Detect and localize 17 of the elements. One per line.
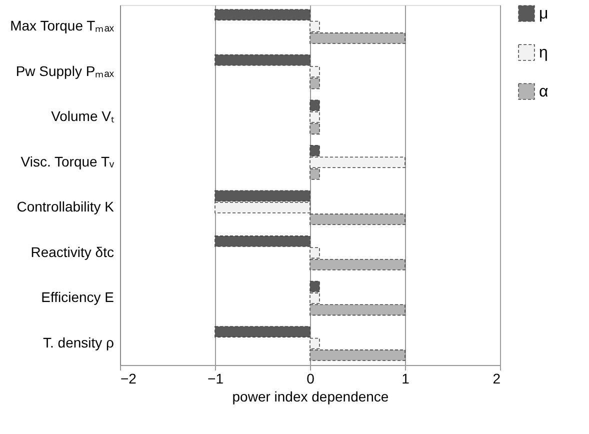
x-axis-title: power index dependence xyxy=(232,388,389,404)
x-tick-label: 2 xyxy=(492,370,501,386)
x-tick-label: 0 xyxy=(306,370,315,386)
y-tick-label: Efficiency E xyxy=(41,289,114,306)
legend-label: η xyxy=(539,44,548,62)
legend-label: α xyxy=(539,84,548,100)
y-tick-label: Controllability K xyxy=(16,198,115,215)
x-tick-label: −2 xyxy=(120,370,137,386)
y-tick-label: Volume Vₜ xyxy=(51,108,115,124)
x-tick-label: 1 xyxy=(402,370,410,386)
x-tick-label: −1 xyxy=(208,370,224,386)
legend-label: μ xyxy=(539,6,548,22)
y-tick-label: T. density ρ xyxy=(43,334,114,350)
y-tick-label: Max Torque Tₘₐₓ xyxy=(10,18,114,34)
y-tick-label: Pw Supply Pₘₐₓ xyxy=(16,62,114,79)
y-tick-label: Visc. Torque Tᵥ xyxy=(20,153,114,170)
y-tick-label: Reactivity δtc xyxy=(30,244,114,260)
